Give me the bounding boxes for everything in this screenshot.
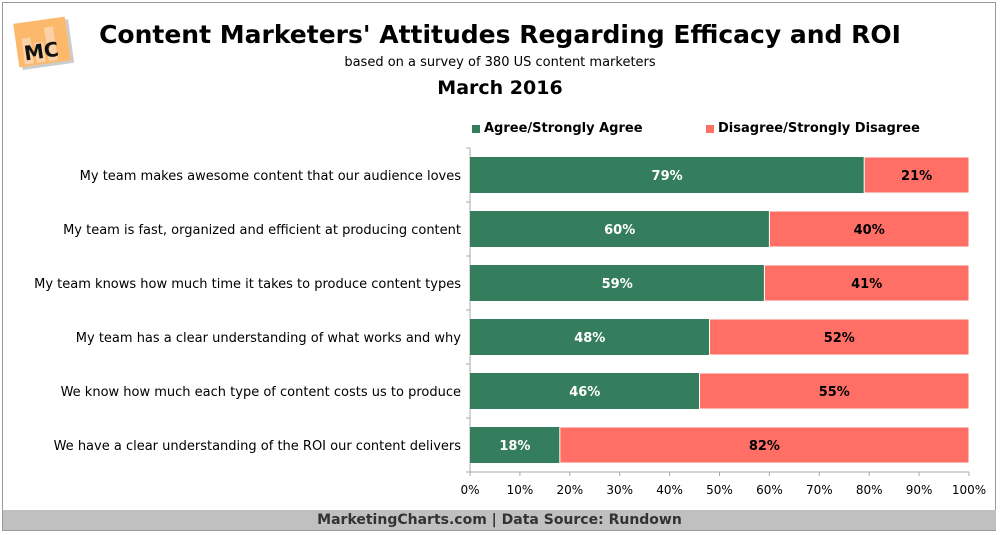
- category-label: My team is fast, organized and efficient…: [63, 223, 461, 238]
- bar-disagree: [699, 372, 970, 410]
- x-tick-label: 90%: [906, 483, 933, 497]
- bar-agree: [470, 211, 770, 247]
- x-tick-label: 40%: [656, 483, 683, 497]
- data-label: 40%: [854, 223, 885, 238]
- x-tick-label: 70%: [806, 483, 833, 497]
- x-tick-label: 80%: [856, 483, 883, 497]
- x-tick-label: 30%: [606, 483, 633, 497]
- bar-agree: [470, 319, 710, 355]
- category-label: My team has a clear understanding of wha…: [76, 331, 462, 346]
- data-label: 52%: [824, 331, 855, 346]
- data-label: 55%: [819, 385, 850, 400]
- x-tick-label: 20%: [556, 483, 583, 497]
- category-label: We have a clear understanding of the ROI…: [54, 439, 462, 454]
- data-label: 59%: [602, 277, 633, 292]
- svg-text:MC: MC: [22, 37, 60, 66]
- bar-disagree: [768, 210, 970, 248]
- category-label: My team knows how much time it takes to …: [34, 277, 461, 292]
- x-tick-label: 50%: [706, 483, 733, 497]
- data-label: 82%: [749, 439, 780, 454]
- bar-disagree: [763, 264, 970, 302]
- data-label: 48%: [574, 331, 605, 346]
- bar-chart: 0% 10% 20% 30% 40% 50% 60% 70% 80% 90% 100% My team…: [34, 147, 986, 497]
- data-label: 79%: [652, 169, 683, 184]
- bar-disagree: [559, 426, 970, 464]
- chart-subtitle: based on a survey of 380 US content mark…: [344, 55, 656, 70]
- bar-agree: [470, 157, 865, 193]
- legend-item-disagree: Disagree/Strongly Disagree: [706, 121, 920, 136]
- legend-label-agree: Agree/Strongly Agree: [484, 121, 643, 136]
- data-label: 21%: [901, 169, 932, 184]
- bar-agree: [470, 265, 765, 301]
- bar-disagree: [709, 318, 970, 356]
- bar-agree: [470, 373, 700, 409]
- data-label: 18%: [499, 439, 530, 454]
- chart-date: March 2016: [437, 77, 563, 99]
- legend-swatch-disagree: [706, 124, 714, 133]
- data-label: 41%: [851, 277, 882, 292]
- data-label: 60%: [604, 223, 635, 238]
- legend-swatch-agree: [472, 124, 480, 133]
- x-tick-label: 10%: [507, 483, 534, 497]
- legend-item-agree: Agree/Strongly Agree: [472, 121, 643, 136]
- bar-disagree: [863, 156, 970, 194]
- marketingcharts-logo: MC: [13, 16, 74, 70]
- category-label: We know how much each type of content co…: [61, 385, 461, 400]
- legend-label-disagree: Disagree/Strongly Disagree: [718, 121, 920, 136]
- data-label: 46%: [569, 385, 600, 400]
- chart-title: Content Marketers' Attitudes Regarding E…: [99, 20, 901, 49]
- x-tick-label: 60%: [756, 483, 783, 497]
- x-tick-label: 0%: [460, 483, 479, 497]
- bar-agree: [470, 427, 560, 463]
- category-label: My team makes awesome content that our a…: [80, 169, 462, 184]
- x-tick-label: 100%: [952, 483, 986, 497]
- footer-source: MarketingCharts.com | Data Source: Rundo…: [3, 510, 996, 530]
